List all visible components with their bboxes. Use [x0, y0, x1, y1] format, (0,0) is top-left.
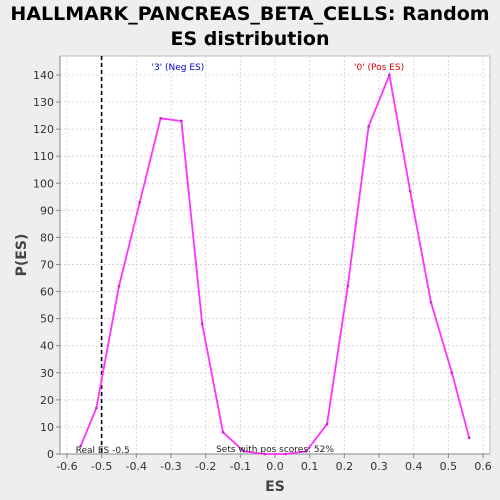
y-tick-label: 140 — [33, 69, 54, 82]
x-tick-label: -0.4 — [126, 460, 147, 473]
neg-es-label: '3' (Neg ES) — [151, 63, 204, 73]
series-point — [408, 190, 412, 193]
series-point — [117, 284, 121, 288]
x-tick-label: 0.6 — [474, 460, 492, 473]
chart-title: HALLMARK_PANCREAS_BETA_CELLS: Random ES … — [0, 2, 500, 52]
series-point — [159, 116, 162, 120]
x-axis-title: ES — [265, 479, 285, 495]
series-point — [284, 452, 287, 456]
x-tick-label: -0.3 — [160, 460, 181, 473]
real-es-label: Real ES -0.5 — [76, 446, 130, 456]
y-tick-label: 10 — [40, 421, 54, 434]
pos-es-label: '0' (Pos ES) — [354, 63, 404, 73]
series-point — [263, 452, 266, 456]
plot-area — [60, 56, 490, 454]
series-point — [242, 449, 246, 453]
y-tick-label: 120 — [33, 123, 54, 136]
series-point — [388, 73, 391, 77]
series-point — [79, 444, 83, 448]
chart-title-line-2: ES distribution — [170, 28, 330, 50]
axes — [59, 55, 491, 455]
y-tick-label: 40 — [40, 340, 54, 353]
x-tick-label: 0.5 — [440, 460, 458, 473]
chart-title-line-1: HALLMARK_PANCREAS_BETA_CELLS: Random — [10, 3, 490, 25]
pos-scores-label: Sets with pos scores: 52% — [216, 445, 334, 455]
ticks: 0 10 20 30 40 50 60 70 80 90 100 110 120 130 140 -0.6 -0… — [33, 69, 492, 473]
series-layer — [79, 71, 471, 456]
y-tick-label: 50 — [40, 313, 54, 326]
y-tick-label: 70 — [40, 258, 54, 271]
series-point — [221, 431, 225, 434]
series-point — [325, 422, 329, 426]
series-line — [79, 71, 471, 455]
y-tick-label: 110 — [33, 150, 54, 163]
series-point — [200, 322, 204, 326]
y-axis-title: P(ES) — [14, 234, 30, 277]
x-tick-label: -0.2 — [195, 460, 216, 473]
x-tick-label: 0.4 — [405, 460, 423, 473]
x-tick-label: -0.5 — [91, 460, 112, 473]
series-point — [450, 371, 454, 375]
series-point — [467, 436, 471, 440]
x-tick-label: 0.1 — [301, 460, 319, 473]
x-tick-label: 0.0 — [266, 460, 284, 473]
y-tick-label: 100 — [33, 177, 54, 190]
y-tick-label: 90 — [40, 204, 54, 217]
y-tick-label: 30 — [40, 367, 54, 380]
annotations: '3' (Neg ES) '0' (Pos ES) Real ES -0.5 S… — [76, 63, 404, 456]
series-point — [429, 301, 433, 304]
y-tick-label: 20 — [40, 394, 54, 407]
y-tick-label: 130 — [33, 96, 54, 109]
x-tick-label: -0.6 — [56, 460, 77, 473]
x-tick-label: -0.1 — [230, 460, 251, 473]
series-point — [367, 125, 370, 128]
series-point — [304, 449, 308, 453]
x-tick-label: 0.3 — [370, 460, 388, 473]
series-point — [180, 119, 183, 123]
series-point — [138, 200, 142, 204]
y-tick-label: 60 — [40, 286, 54, 299]
y-tick-label: 80 — [40, 231, 54, 244]
series-point — [95, 406, 98, 410]
series-point — [346, 284, 350, 288]
x-tick-label: 0.2 — [336, 460, 354, 473]
y-tick-label: 0 — [47, 448, 54, 461]
